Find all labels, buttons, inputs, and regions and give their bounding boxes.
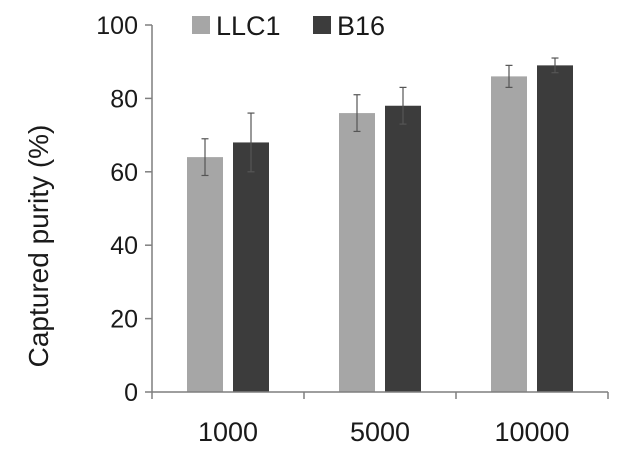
x-tick-label: 5000 xyxy=(350,417,410,447)
legend-swatch-llc1 xyxy=(192,16,210,34)
bar-b16-5000 xyxy=(385,105,421,393)
x-tick-label: 10000 xyxy=(494,417,569,447)
y-axis-title: Captured purity (%) xyxy=(23,125,54,368)
bar-llc1-1000 xyxy=(187,157,223,392)
x-axis: 1000 5000 10000 xyxy=(151,391,609,447)
legend-swatch-b16 xyxy=(313,16,331,34)
legend-label-llc1: LLC1 xyxy=(216,11,281,41)
y-axis: 0 20 40 60 80 100 xyxy=(96,12,153,407)
x-tick-label: 1000 xyxy=(198,417,258,447)
bar-llc1-5000 xyxy=(339,113,375,392)
y-tick-label: 20 xyxy=(110,306,138,334)
y-tick-label: 80 xyxy=(110,85,138,113)
bar-b16-10000 xyxy=(537,65,573,393)
y-tick-label: 0 xyxy=(124,379,138,407)
error-bars xyxy=(201,57,559,177)
bar-llc1-10000 xyxy=(491,76,527,392)
y-tick-label: 60 xyxy=(110,159,138,187)
y-tick-label: 100 xyxy=(96,12,138,40)
legend: LLC1 B16 xyxy=(192,11,385,41)
bar-b16-1000 xyxy=(233,142,269,392)
y-tick-label: 40 xyxy=(110,232,138,260)
bars xyxy=(187,65,573,393)
legend-label-b16: B16 xyxy=(337,11,385,41)
